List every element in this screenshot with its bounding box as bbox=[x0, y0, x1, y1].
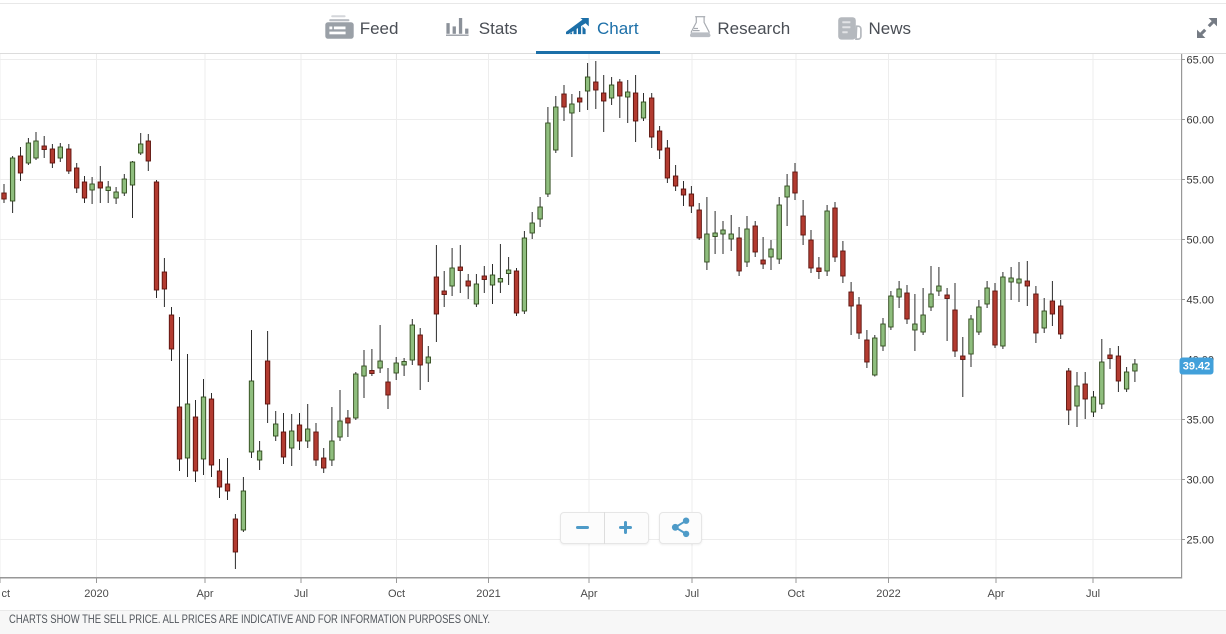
svg-text:45.00: 45.00 bbox=[1187, 295, 1215, 307]
svg-text:Jul: Jul bbox=[1086, 588, 1100, 600]
svg-text:2022: 2022 bbox=[876, 588, 900, 600]
svg-text:25.00: 25.00 bbox=[1187, 535, 1215, 547]
svg-text:Jul: Jul bbox=[685, 588, 699, 600]
svg-text:Jul: Jul bbox=[294, 588, 308, 600]
svg-text:60.00: 60.00 bbox=[1187, 115, 1215, 127]
svg-text:2020: 2020 bbox=[84, 588, 108, 600]
svg-text:35.00: 35.00 bbox=[1187, 415, 1215, 427]
svg-text:55.00: 55.00 bbox=[1187, 175, 1215, 187]
svg-text:Apr: Apr bbox=[580, 588, 597, 600]
svg-text:39.42: 39.42 bbox=[1183, 361, 1211, 373]
svg-text:30.00: 30.00 bbox=[1187, 475, 1215, 487]
svg-text:2021: 2021 bbox=[476, 588, 500, 600]
svg-text:Apr: Apr bbox=[196, 588, 213, 600]
svg-text:50.00: 50.00 bbox=[1187, 235, 1215, 247]
svg-text:ct: ct bbox=[2, 588, 11, 600]
svg-text:Apr: Apr bbox=[987, 588, 1004, 600]
svg-text:Oct: Oct bbox=[388, 588, 405, 600]
svg-text:65.00: 65.00 bbox=[1187, 55, 1215, 67]
svg-text:Oct: Oct bbox=[787, 588, 804, 600]
